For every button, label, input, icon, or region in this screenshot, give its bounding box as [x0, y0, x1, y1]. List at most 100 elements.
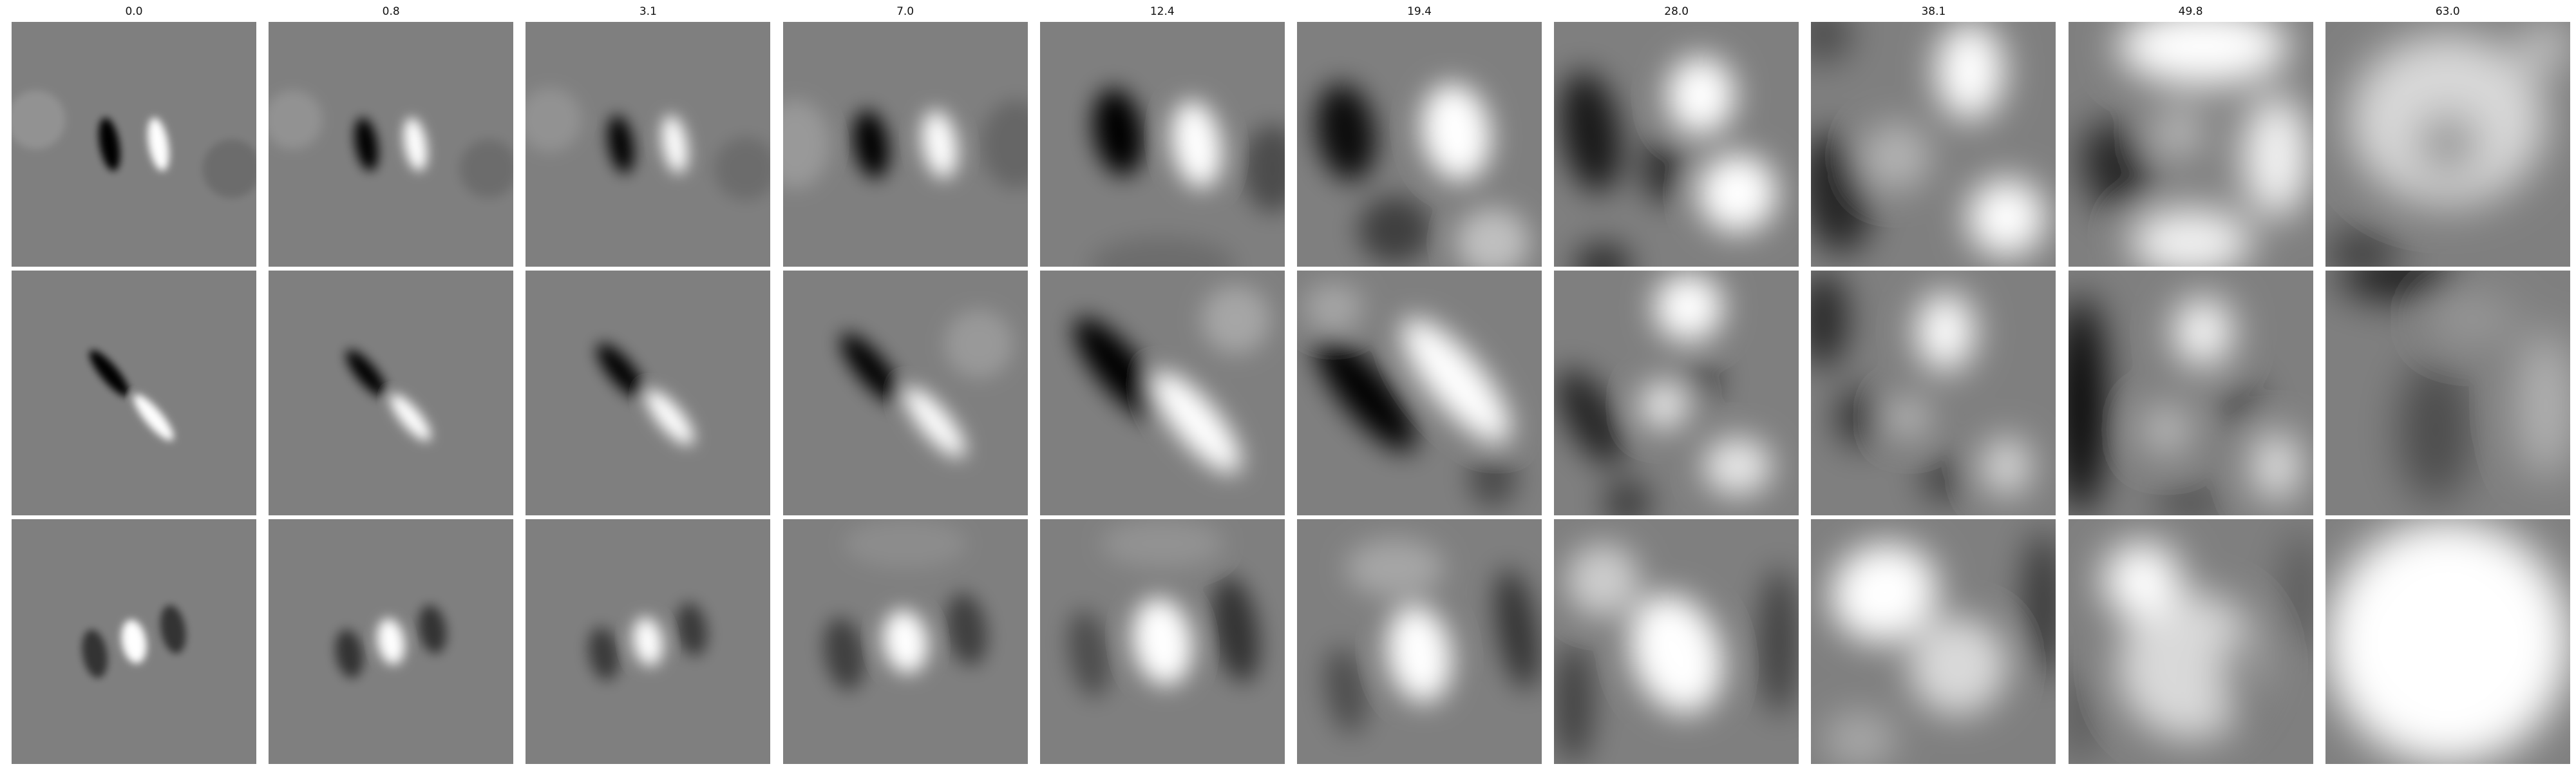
bright-lobe — [1401, 318, 1511, 443]
bright-lobe — [1698, 154, 1777, 233]
filter-panel — [1039, 519, 1285, 764]
dark-lobe — [1316, 83, 1376, 181]
dark-lobe — [2220, 629, 2259, 727]
dark-lobe — [2281, 531, 2313, 654]
filter-panel — [2068, 519, 2313, 764]
filter-image — [1811, 519, 2056, 764]
dark-lobe — [160, 605, 186, 654]
bright-lobe — [661, 115, 688, 174]
filter-image — [526, 519, 771, 764]
bright-lobe — [2242, 95, 2311, 218]
bright-lobe — [269, 90, 323, 149]
dark-lobe — [853, 110, 889, 178]
filter-image — [2325, 519, 2570, 764]
dark-lobe — [981, 100, 1028, 189]
filter-image — [1554, 22, 1799, 267]
dark-lobe — [1640, 134, 1689, 204]
filter-image — [12, 519, 256, 764]
dark-lobe — [354, 117, 379, 171]
dark-lobe — [1811, 132, 1871, 254]
dark-lobe — [2154, 483, 2228, 515]
filter-panel — [1811, 519, 2056, 764]
dark-lobe — [677, 602, 708, 656]
filter-panel — [12, 22, 256, 267]
bright-lobe — [2428, 295, 2517, 344]
filter-panel — [2325, 271, 2570, 515]
bright-lobe — [2325, 519, 2570, 764]
filter-panel — [1039, 271, 1285, 515]
filter-image — [1297, 519, 1542, 764]
filter-panel — [2325, 519, 2570, 764]
filter-panel — [1297, 519, 1542, 764]
bright-lobe — [1132, 598, 1193, 685]
filter-panel — [12, 519, 256, 764]
bright-lobe — [1171, 100, 1222, 188]
dark-lobe — [459, 139, 514, 198]
dark-lobe — [1314, 334, 1417, 452]
dark-lobe — [589, 627, 620, 681]
bright-lobe — [1101, 519, 1224, 568]
filter-image — [1554, 271, 1799, 515]
dark-lobe — [1573, 242, 1633, 267]
bright-lobe — [1831, 543, 1938, 642]
dark-lobe — [2337, 271, 2460, 295]
dark-lobe — [1495, 569, 1540, 690]
filter-panel — [526, 22, 771, 267]
filter-panel — [1297, 271, 1542, 515]
filter-panel — [526, 271, 771, 515]
dark-lobe — [2023, 531, 2056, 678]
column-title: 49.8 — [2178, 5, 2203, 18]
bright-lobe — [1909, 617, 2007, 715]
panel-background — [269, 22, 514, 267]
bright-lobe — [1640, 381, 1689, 430]
bright-lobe — [2521, 22, 2570, 71]
bright-lobe — [12, 90, 66, 149]
bright-lobe — [2173, 297, 2233, 367]
filter-panel — [1297, 22, 1542, 267]
dark-lobe — [1212, 576, 1260, 683]
bright-lobe — [1666, 56, 1736, 135]
filter-panel — [782, 271, 1028, 515]
filter-image — [1811, 22, 2056, 267]
bright-lobe — [1566, 544, 1640, 617]
filter-panel — [782, 519, 1028, 764]
filter-image — [2325, 22, 2570, 267]
filter-panel — [12, 271, 256, 515]
bright-lobe — [1967, 178, 2047, 257]
filter-image — [526, 22, 771, 267]
panel-background — [269, 271, 514, 515]
dark-lobe — [335, 629, 364, 678]
column-title: 7.0 — [896, 5, 914, 18]
dark-lobe — [1068, 610, 1110, 698]
dark-lobe — [714, 137, 771, 201]
bright-lobe — [526, 88, 582, 152]
column-title: 0.8 — [382, 5, 400, 18]
bright-lobe — [1152, 371, 1241, 473]
bright-lobe — [1916, 292, 1975, 371]
filter-image — [269, 271, 514, 515]
dark-lobe — [419, 605, 447, 654]
dark-lobe — [89, 350, 130, 397]
bright-lobe — [1456, 207, 1530, 267]
dark-lobe — [840, 333, 902, 404]
filter-image — [782, 271, 1028, 515]
dark-lobe — [2398, 356, 2472, 503]
bright-lobe — [2141, 405, 2191, 454]
dark-lobe — [824, 617, 865, 691]
dark-lobe — [2081, 121, 2154, 216]
filter-image — [1297, 22, 1542, 267]
filter-panel — [1554, 519, 1799, 764]
filter-image — [2068, 519, 2313, 764]
bright-lobe — [1936, 22, 2005, 120]
filter-panel — [269, 22, 514, 267]
bright-lobe — [1201, 285, 1270, 354]
filter-image — [1039, 271, 1285, 515]
panel-background — [12, 22, 256, 267]
bright-lobe — [1387, 605, 1452, 703]
bright-lobe — [844, 519, 967, 568]
dark-lobe — [346, 350, 387, 397]
filter-panel — [1811, 271, 2056, 515]
column-title: 63.0 — [2435, 5, 2460, 18]
bright-lobe — [2349, 544, 2448, 642]
dark-lobe — [1325, 647, 1367, 734]
